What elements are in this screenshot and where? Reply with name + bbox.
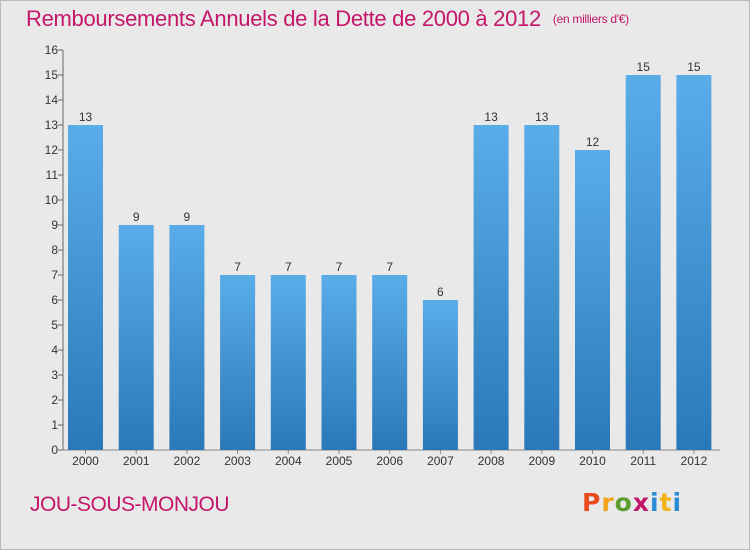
x-tick-label: 2001 <box>123 454 150 468</box>
x-tick-label: 2003 <box>224 454 251 468</box>
bar <box>422 300 458 450</box>
bar-value-label: 9 <box>133 210 140 224</box>
y-tick-label: 3 <box>51 368 58 382</box>
bar-value-label: 12 <box>586 135 600 149</box>
y-tick-label: 4 <box>51 343 58 357</box>
bar-value-label: 7 <box>336 260 343 274</box>
bar-value-label: 7 <box>386 260 393 274</box>
bar-value-label: 7 <box>234 260 241 274</box>
bar <box>524 125 560 450</box>
logo-letter: P <box>582 488 602 517</box>
logo-letter: t <box>659 488 673 517</box>
bar <box>372 275 408 450</box>
logo-letter: o <box>614 488 633 517</box>
bars-group: 13 9 9 7 7 7 7 6 13 13 12 15 15 <box>68 60 712 450</box>
logo-letter: i <box>650 488 660 517</box>
bar <box>321 275 357 450</box>
unit-label: (en milliers d'€) <box>552 12 629 26</box>
bar <box>220 275 256 450</box>
bar-value-label: 7 <box>285 260 292 274</box>
x-tick-label: 2004 <box>275 454 302 468</box>
x-tick-label: 2012 <box>681 454 708 468</box>
bar-value-label: 9 <box>184 210 191 224</box>
bar-value-label: 13 <box>484 110 498 124</box>
proxiti-logo: Proxiti <box>582 488 682 517</box>
y-tick-label: 11 <box>46 168 59 182</box>
bar <box>270 275 306 450</box>
x-tick-label: 2002 <box>174 454 201 468</box>
y-tick-label: 8 <box>51 243 58 257</box>
bar-value-label: 15 <box>637 60 651 74</box>
bar-value-label: 6 <box>437 285 444 299</box>
chart-title: Remboursements Annuels de la Dette de 20… <box>26 6 629 32</box>
y-tick-label: 12 <box>45 143 59 157</box>
x-tick-label: 2009 <box>528 454 555 468</box>
bar-value-label: 13 <box>535 110 549 124</box>
logo-letter: i <box>672 488 683 517</box>
bar <box>68 125 103 450</box>
y-tick-label: 10 <box>45 193 59 207</box>
y-tick-label: 5 <box>51 318 58 332</box>
bar <box>473 125 509 450</box>
bar-value-label: 13 <box>79 110 93 124</box>
bar-value-label: 15 <box>687 60 701 74</box>
x-tick-label: 2011 <box>630 454 656 468</box>
bar <box>169 225 205 450</box>
x-tick-label: 2010 <box>579 454 606 468</box>
x-tick-label: 2008 <box>478 454 505 468</box>
y-tick-label: 16 <box>45 43 59 57</box>
x-tick-label: 2005 <box>326 454 353 468</box>
title-text: Remboursements Annuels de la Dette de 20… <box>26 6 541 31</box>
logo-letter: x <box>632 488 650 517</box>
y-tick-label: 0 <box>51 443 58 457</box>
y-tick-label: 7 <box>51 268 58 282</box>
y-tick-label: 15 <box>45 68 59 82</box>
y-tick-label: 2 <box>51 393 58 407</box>
y-tick-label: 13 <box>45 118 59 132</box>
x-tick-label: 2006 <box>376 454 403 468</box>
x-tick-label: 2007 <box>427 454 454 468</box>
logo-letter: r <box>601 488 615 517</box>
y-tick-label: 9 <box>51 218 58 232</box>
bar <box>118 225 154 450</box>
y-tick-label: 1 <box>51 418 58 432</box>
bar <box>625 75 661 450</box>
bar <box>676 75 712 450</box>
x-tick-label: 2000 <box>72 454 99 468</box>
place-name: JOU-SOUS-MONJOU <box>30 493 230 516</box>
y-tick-label: 14 <box>45 93 59 107</box>
y-tick-label: 6 <box>51 293 58 307</box>
bar <box>575 150 610 450</box>
